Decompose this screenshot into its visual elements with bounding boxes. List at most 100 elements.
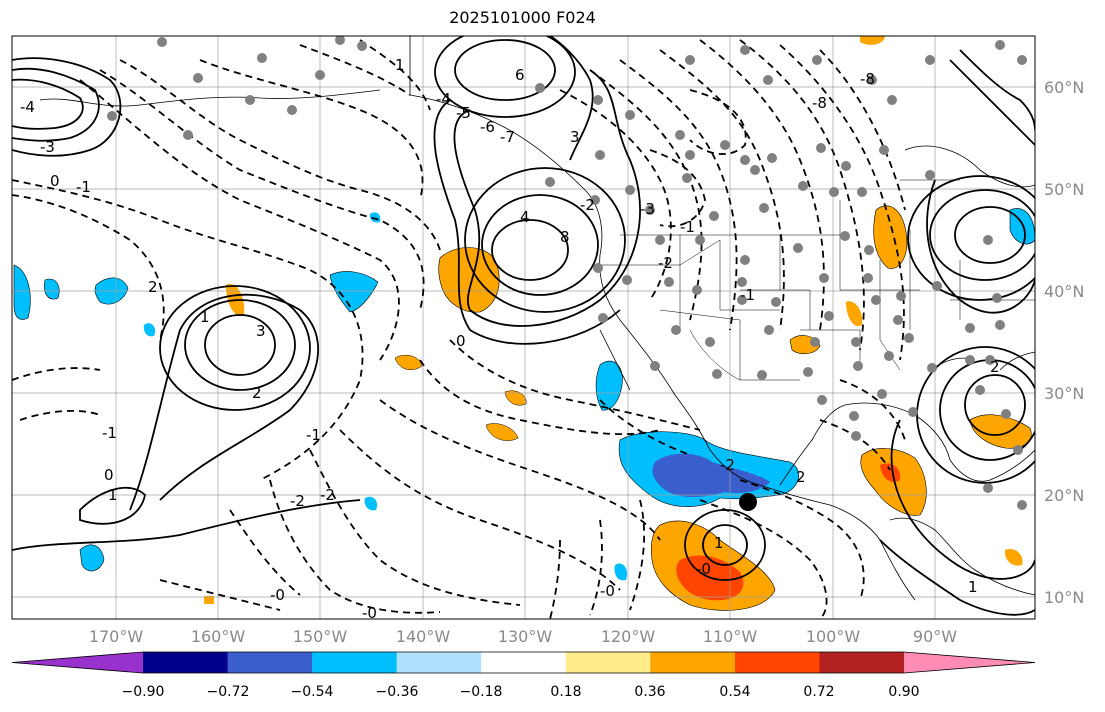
colorbar-box [734, 652, 820, 673]
colorbar-labels: −0.90 −0.72 −0.54 −0.36 −0.18 0.18 0.36 … [122, 684, 920, 700]
colorbar-box [312, 652, 398, 673]
lon-label: 160°W [191, 627, 246, 646]
contour-label: 0 [104, 466, 114, 484]
darkblue-field-mexico [652, 453, 770, 497]
orange-field-small3 [504, 390, 527, 406]
lat-label: 20°N [1044, 486, 1084, 505]
contour-label: -2 [658, 254, 673, 272]
contour-label: -6 [480, 118, 495, 136]
lon-label: 110°W [703, 627, 758, 646]
contour-label: 0 [50, 172, 60, 190]
contour-label: -3 [640, 200, 655, 218]
colorbar-box [565, 652, 651, 673]
colorbar-box [143, 652, 229, 673]
blue-field-small3 [614, 563, 628, 581]
contour-label: -2 [320, 486, 335, 504]
contour-label: -1 [680, 218, 695, 236]
lon-label: 100°W [806, 627, 861, 646]
contour-label: -0 [696, 560, 711, 578]
contour-label: 1 [200, 308, 210, 326]
lon-label: 130°W [498, 627, 553, 646]
gridlines [12, 36, 1035, 619]
colorbar-extend-low-fill [12, 652, 143, 673]
orange-field-small7 [860, 36, 885, 45]
contour-label: -1 [102, 424, 117, 442]
colorbar-tick-label: 0.90 [888, 684, 919, 700]
contour-label: -8 [860, 70, 875, 88]
colorbar [11, 651, 1036, 674]
coastlines [39, 36, 1035, 601]
map-border [11, 35, 1036, 620]
lat-labels: 60°N 50°N 40°N 30°N 20°N 10°N [1044, 78, 1084, 607]
contour-label: -0 [270, 586, 285, 604]
blue-field-west [13, 264, 31, 320]
blue-field-small2 [143, 323, 156, 337]
contour-label: -1 [306, 426, 321, 444]
map-panel [12, 36, 1035, 619]
colorbar-box [819, 652, 905, 673]
contour-label: -4 [20, 98, 35, 116]
lon-label: 120°W [601, 627, 656, 646]
contour-label: 1 [968, 578, 978, 596]
contour-label: -0 [600, 582, 615, 600]
lat-label: 50°N [1044, 180, 1084, 199]
colorbar-tick-label: 0.72 [803, 684, 834, 700]
colorbar-tick-label: 0.36 [634, 684, 665, 700]
lon-label: 150°W [293, 627, 348, 646]
colorbar-box [650, 652, 736, 673]
colorbar-box [227, 652, 313, 673]
colorbar-tick-label: 0.54 [719, 684, 750, 700]
lon-labels: 170°W 160°W 150°W 140°W 130°W 120°W 110°… [89, 627, 957, 646]
contour-label: -7 [500, 128, 515, 146]
blue-field-north1 [329, 271, 379, 313]
orange-field-small4 [485, 423, 519, 441]
orange-field-small2 [394, 355, 423, 371]
contour-label: -1 [76, 178, 91, 196]
contour-label: 0 [456, 332, 466, 350]
contour-labels: -4 -5 -6 -7 -8 3 4 6 8 -3 -4 -3 -2 -1 0 … [20, 56, 1000, 622]
colorbar-tick-label: 0.18 [550, 684, 581, 700]
storm-center-marker [739, 493, 757, 511]
colorbar-extend-high [904, 652, 1035, 673]
contours-dashed [12, 39, 906, 619]
contour-label: 1 [395, 56, 405, 74]
orange-field-gulf [860, 448, 927, 516]
red-field-gulf [880, 463, 901, 482]
contour-label: -5 [456, 104, 471, 122]
colorbar-tick-label: −0.72 [207, 684, 250, 700]
blue-field-small4 [364, 496, 378, 511]
colorbar-outline [11, 651, 1036, 674]
colorbar-box [396, 652, 482, 673]
orange-field-small5 [846, 301, 863, 327]
lat-label: 40°N [1044, 282, 1084, 301]
contour-label: -0 [362, 604, 377, 622]
contour-label: 3 [570, 128, 580, 146]
lon-label: 140°W [396, 627, 451, 646]
contour-label: 2 [148, 278, 158, 296]
contour-label: -2 [290, 492, 305, 510]
colorbar-tick-label: −0.18 [460, 684, 503, 700]
colorbar-tick-label: −0.90 [122, 684, 165, 700]
map-title: 2025101000 F024 [449, 8, 596, 27]
colorbar-tick-label: −0.54 [291, 684, 334, 700]
lat-label: 10°N [1044, 588, 1084, 607]
contour-label: -2 [580, 196, 595, 214]
contour-label: 6 [515, 66, 525, 84]
contour-label: -4 [436, 90, 451, 108]
contour-label: 3 [256, 322, 266, 340]
contour-label: 2 [990, 358, 1000, 376]
orange-field-small8 [204, 596, 214, 604]
contour-label: 2 [252, 384, 262, 402]
orange-field-small6 [1004, 549, 1023, 566]
contour-label: 1 [714, 534, 724, 552]
contour-label: 2 [796, 468, 806, 486]
map-content: -4 -5 -6 -7 -8 3 4 6 8 -3 -4 -3 -2 -1 0 … [12, 36, 1035, 622]
contour-label: -3 [40, 138, 55, 156]
lon-label: 170°W [89, 627, 144, 646]
contour-label: -2 [720, 456, 735, 474]
colorbar-box [481, 652, 567, 673]
orange-field-plains [873, 205, 908, 269]
lon-label: 90°W [913, 627, 957, 646]
contour-label: 1 [108, 486, 118, 504]
